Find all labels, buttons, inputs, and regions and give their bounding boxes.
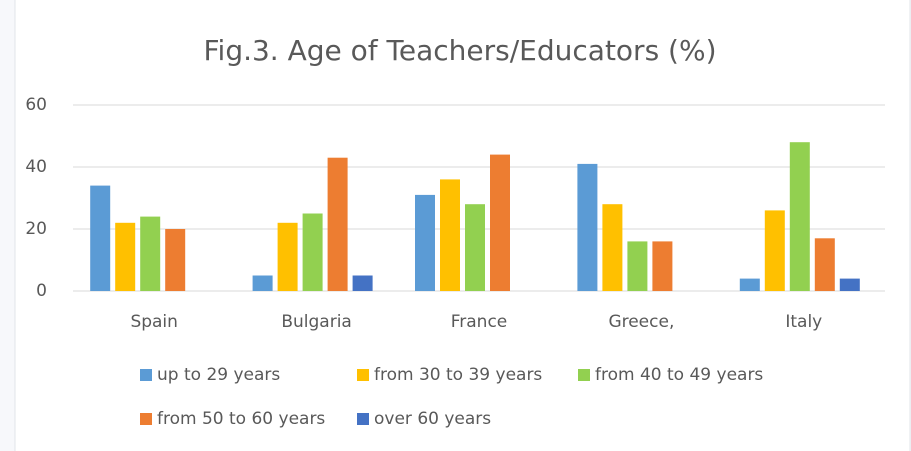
- bar: [465, 204, 485, 291]
- legend-label: up to 29 years: [157, 365, 280, 385]
- legend-label: from 30 to 39 years: [374, 365, 542, 385]
- x-tick-label: Spain: [130, 312, 178, 332]
- bar: [327, 157, 348, 291]
- x-tick-label: Italy: [785, 312, 822, 332]
- bar: [602, 204, 623, 291]
- bar: [165, 229, 186, 291]
- bar: [415, 194, 435, 291]
- bar: [352, 275, 373, 291]
- legend-label: over 60 years: [374, 409, 491, 429]
- y-tick-label: 20: [25, 219, 47, 239]
- bar: [652, 241, 673, 291]
- legend-label: from 50 to 60 years: [157, 409, 325, 429]
- bar: [252, 275, 273, 291]
- bar: [440, 179, 460, 291]
- bar: [627, 241, 648, 291]
- bar: [577, 163, 598, 291]
- y-tick-label: 40: [25, 157, 47, 177]
- legend-swatch: [357, 369, 369, 381]
- y-tick-label: 60: [25, 95, 47, 115]
- bar: [277, 222, 298, 291]
- legend-swatch: [140, 413, 152, 425]
- bar: [839, 278, 860, 291]
- x-tick-label: Greece,: [608, 312, 674, 332]
- legend-swatch: [140, 369, 152, 381]
- bar: [789, 142, 810, 291]
- bar: [764, 210, 785, 291]
- bar: [739, 278, 760, 291]
- x-tick-label: France: [451, 312, 508, 332]
- x-tick-label: Bulgaria: [281, 312, 352, 332]
- legend-swatch: [357, 413, 369, 425]
- bar: [115, 222, 136, 291]
- bar: [140, 216, 161, 291]
- y-tick-label: 0: [36, 281, 47, 301]
- bar: [90, 185, 111, 291]
- bar: [490, 154, 510, 291]
- chart-frame: [14, 0, 911, 451]
- chart-title: Fig.3. Age of Teachers/Educators (%): [203, 34, 716, 67]
- legend-label: from 40 to 49 years: [595, 365, 763, 385]
- bar: [302, 213, 323, 291]
- bar: [814, 238, 835, 291]
- legend-swatch: [578, 369, 590, 381]
